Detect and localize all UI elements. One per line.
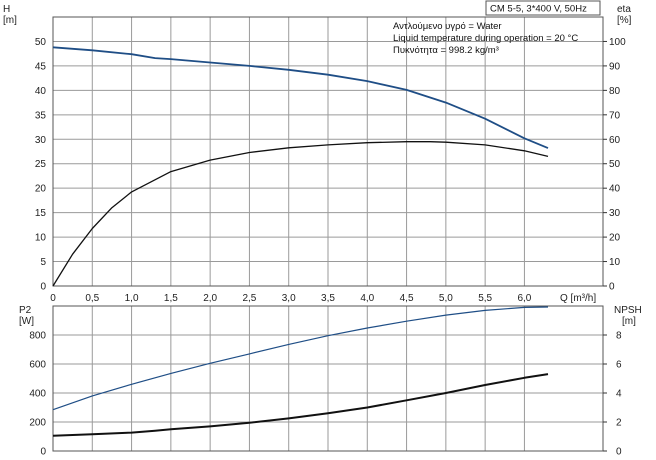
flow-axis-label: Q [m³/h] (560, 293, 596, 304)
npsh-tick-label: 4 (616, 389, 622, 400)
upper-grid (52, 17, 603, 287)
head-tick-label: 15 (35, 208, 47, 219)
x-tick-label: 5,5 (478, 293, 492, 304)
lower-tick-labels: 0 200 400 600 800 0 2 4 6 8 (29, 331, 622, 458)
head-tick-label: 25 (35, 159, 47, 170)
p2-axis-unit: [W] (19, 316, 34, 327)
npsh-tick-label: 2 (616, 418, 622, 429)
chart-title: CM 5-5, 3*400 V, 50Hz (490, 4, 587, 15)
x-tick-label: 3,0 (282, 293, 296, 304)
x-tick-label: 6,0 (517, 293, 531, 304)
eta-axis-unit: [%] (617, 15, 632, 26)
npsh-axis-label: NPSH (614, 305, 642, 316)
upper-tick-labels: 0 0,5 1,0 1,5 2,0 2,5 3,0 3,5 4,0 4,5 5,0 5,5 6,0 0 5 1… (35, 37, 626, 304)
eta-tick-label: 20 (609, 233, 621, 244)
upper-plot-frame (52, 16, 604, 287)
p2-tick-label: 200 (29, 418, 46, 429)
npsh-axis-unit: [m] (622, 316, 636, 327)
head-tick-label: 50 (35, 37, 47, 48)
curves (52, 46, 549, 437)
npsh-tick-label: 0 (616, 447, 622, 458)
p2-tick-label: 0 (40, 447, 46, 458)
x-tick-label: 5,0 (439, 293, 453, 304)
eta-tick-label: 70 (609, 110, 621, 121)
eta-axis-label: eta (617, 4, 631, 15)
npsh-tick-label: 8 (616, 331, 622, 342)
eta-tick-label: 40 (609, 184, 621, 195)
p2-tick-label: 600 (29, 360, 46, 371)
eta-tick-label: 10 (609, 257, 621, 268)
power-curve (52, 306, 549, 411)
title-box (485, 0, 601, 16)
eta-tick-label: 100 (609, 37, 626, 48)
head-tick-label: 45 (35, 61, 47, 72)
x-tick-label: 2,5 (242, 293, 256, 304)
note-fluid: Αντλούμενο υγρό = Water (393, 21, 502, 32)
head-tick-label: 40 (35, 86, 47, 97)
x-tick-label: 0 (50, 293, 56, 304)
x-tick-label: 0,5 (85, 293, 99, 304)
head-axis-label: H (3, 4, 10, 15)
efficiency-curve (52, 141, 549, 287)
note-density: Πυκνότητα = 998.2 kg/m³ (393, 45, 499, 56)
eta-tick-label: 0 (609, 282, 615, 293)
head-tick-label: 5 (40, 257, 46, 268)
p2-axis-label: P2 (19, 305, 32, 316)
eta-tick-label: 60 (609, 135, 621, 146)
eta-tick-label: 80 (609, 86, 621, 97)
note-temperature: Liquid temperature during operation = 20… (393, 33, 578, 44)
head-tick-label: 30 (35, 135, 47, 146)
eta-tick-label: 90 (609, 61, 621, 72)
x-tick-label: 3,5 (321, 293, 335, 304)
x-tick-label: 1,0 (125, 293, 139, 304)
x-tick-label: 4,0 (360, 293, 374, 304)
x-tick-label: 2,0 (203, 293, 217, 304)
p2-tick-label: 400 (29, 389, 46, 400)
x-tick-label: 4,5 (400, 293, 414, 304)
head-tick-label: 0 (40, 282, 46, 293)
head-axis-unit: [m] (3, 15, 17, 26)
eta-tick-label: 50 (609, 159, 621, 170)
head-tick-label: 10 (35, 233, 47, 244)
lower-plot-frame (52, 305, 604, 452)
head-tick-label: 35 (35, 110, 47, 121)
head-tick-label: 20 (35, 184, 47, 195)
npsh-tick-label: 6 (616, 360, 622, 371)
head-curve (52, 46, 549, 149)
p2-tick-label: 800 (29, 331, 46, 342)
eta-tick-label: 30 (609, 208, 621, 219)
npsh-curve (52, 373, 549, 437)
x-tick-label: 1,5 (164, 293, 178, 304)
